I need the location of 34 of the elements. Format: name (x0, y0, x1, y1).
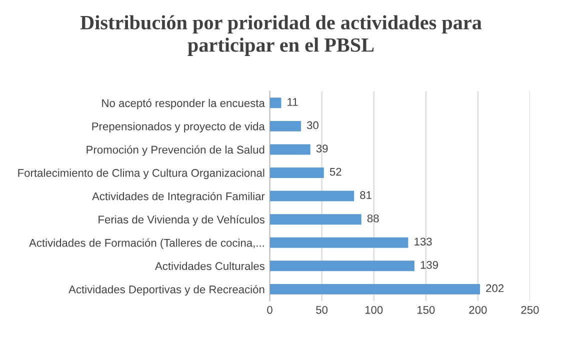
x-tick-label: 150 (417, 306, 435, 314)
x-tick-label: 0 (267, 306, 272, 314)
data-label: 139 (420, 261, 438, 269)
y-tick-label: Ferias de Vivienda y de Vehículos (98, 215, 265, 226)
y-tick-label: Actividades Culturales (155, 262, 265, 270)
y-tick-label: Promoción y Prevención de la Salud (86, 145, 264, 156)
bar (270, 190, 354, 202)
y-tick-label: Actividades Deportivas y de Recreación (68, 285, 264, 296)
y-tick-label: No aceptó responder la encuesta (102, 98, 265, 110)
data-label: 88 (367, 214, 379, 222)
y-tick-label: Prepensionados y proyecto de vida (92, 122, 265, 133)
x-tick-label: 250 (521, 306, 539, 314)
y-tick-label: Actividades de Integración Familiar (92, 192, 265, 202)
bar (270, 120, 301, 132)
data-label: 11 (288, 98, 298, 106)
data-label: 39 (316, 144, 328, 152)
y-tick-label: Fortalecimiento de Clima y Cultura Organizacional (18, 168, 264, 180)
data-label: 30 (306, 121, 318, 130)
bar (270, 260, 414, 272)
bar (270, 237, 408, 248)
chart-title: Distribución por prioridad de actividades para participar en el PBSL (80, 15, 482, 56)
bar (270, 98, 282, 108)
data-label: 202 (486, 284, 504, 292)
data-label: 52 (330, 168, 342, 176)
bar (270, 168, 324, 178)
bar (270, 144, 310, 155)
bar (270, 214, 362, 225)
data-label: 133 (414, 238, 432, 246)
bar (270, 284, 480, 294)
y-tick-label: Actividades de Formación (Talleres de cocina,... (29, 238, 264, 249)
x-tick-label: 50 (316, 306, 328, 314)
x-tick-label: 200 (469, 306, 487, 314)
data-label: 81 (360, 191, 372, 200)
x-tick-label: 100 (365, 306, 383, 314)
